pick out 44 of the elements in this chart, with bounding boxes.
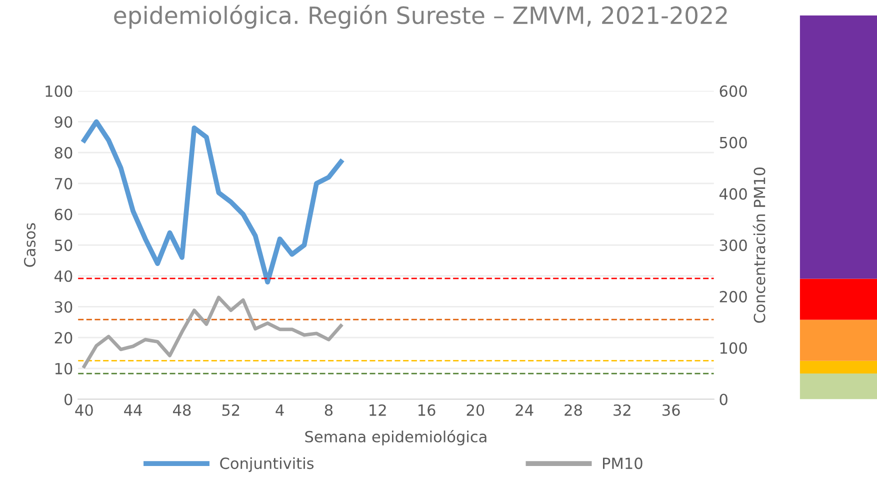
line-series <box>82 119 344 284</box>
bar <box>800 15 877 279</box>
y-tick-label: 0 <box>64 394 72 406</box>
x-tick-label: 36 <box>662 404 680 416</box>
x-tick-label: 44 <box>124 404 142 416</box>
y-tick-label: 80 <box>54 147 72 159</box>
x-tick-label: 4 <box>276 404 284 416</box>
x-tick-label: 16 <box>418 404 436 416</box>
x-tick-label: 52 <box>222 404 240 416</box>
y2-tick-label: 300 <box>720 240 747 252</box>
y2-tick-label: 0 <box>720 394 728 406</box>
chart-title: epidemiológica. Región Sureste – ZMVM, 2021-2022 <box>114 4 727 29</box>
x-tick-label: 12 <box>370 404 386 416</box>
y-tick-label: 90 <box>54 116 72 128</box>
y-tick-label: 100 <box>46 85 72 97</box>
legend-label: PM10 <box>603 458 642 470</box>
y-axis-title: Casos <box>24 223 36 267</box>
x-tick-label: 24 <box>516 404 534 416</box>
x-tick-label: 40 <box>75 404 93 416</box>
y-tick-label: 60 <box>54 208 72 220</box>
y-tick-label: 40 <box>54 270 72 282</box>
y2-tick-label: 100 <box>720 342 747 354</box>
x-axis-title: Semana epidemiológica <box>305 430 486 446</box>
x-tick-label: 20 <box>466 404 484 416</box>
y2-axis-title: Concentración PM10 <box>752 167 766 323</box>
y-tick-label: 70 <box>55 178 72 190</box>
legend-label: Conjuntivitis <box>220 457 314 472</box>
x-tick-label: 32 <box>614 404 630 416</box>
y-tick-label: 10 <box>55 362 72 374</box>
bar <box>800 374 877 400</box>
y-tick-label: 50 <box>54 240 72 252</box>
x-tick-label: 28 <box>564 404 582 416</box>
y-tick-label: 20 <box>54 332 72 344</box>
bar <box>800 278 877 320</box>
y2-tick-label: 400 <box>719 188 747 200</box>
y2-tick-label: 200 <box>720 290 747 302</box>
line-series <box>82 296 343 368</box>
y2-tick-label: 600 <box>720 85 747 97</box>
x-tick-label: 48 <box>173 404 191 416</box>
bar <box>800 360 877 374</box>
x-tick-label: 8 <box>324 404 333 416</box>
y-tick-label: 30 <box>54 301 72 313</box>
bar <box>800 320 877 361</box>
y2-tick-label: 500 <box>720 136 747 148</box>
